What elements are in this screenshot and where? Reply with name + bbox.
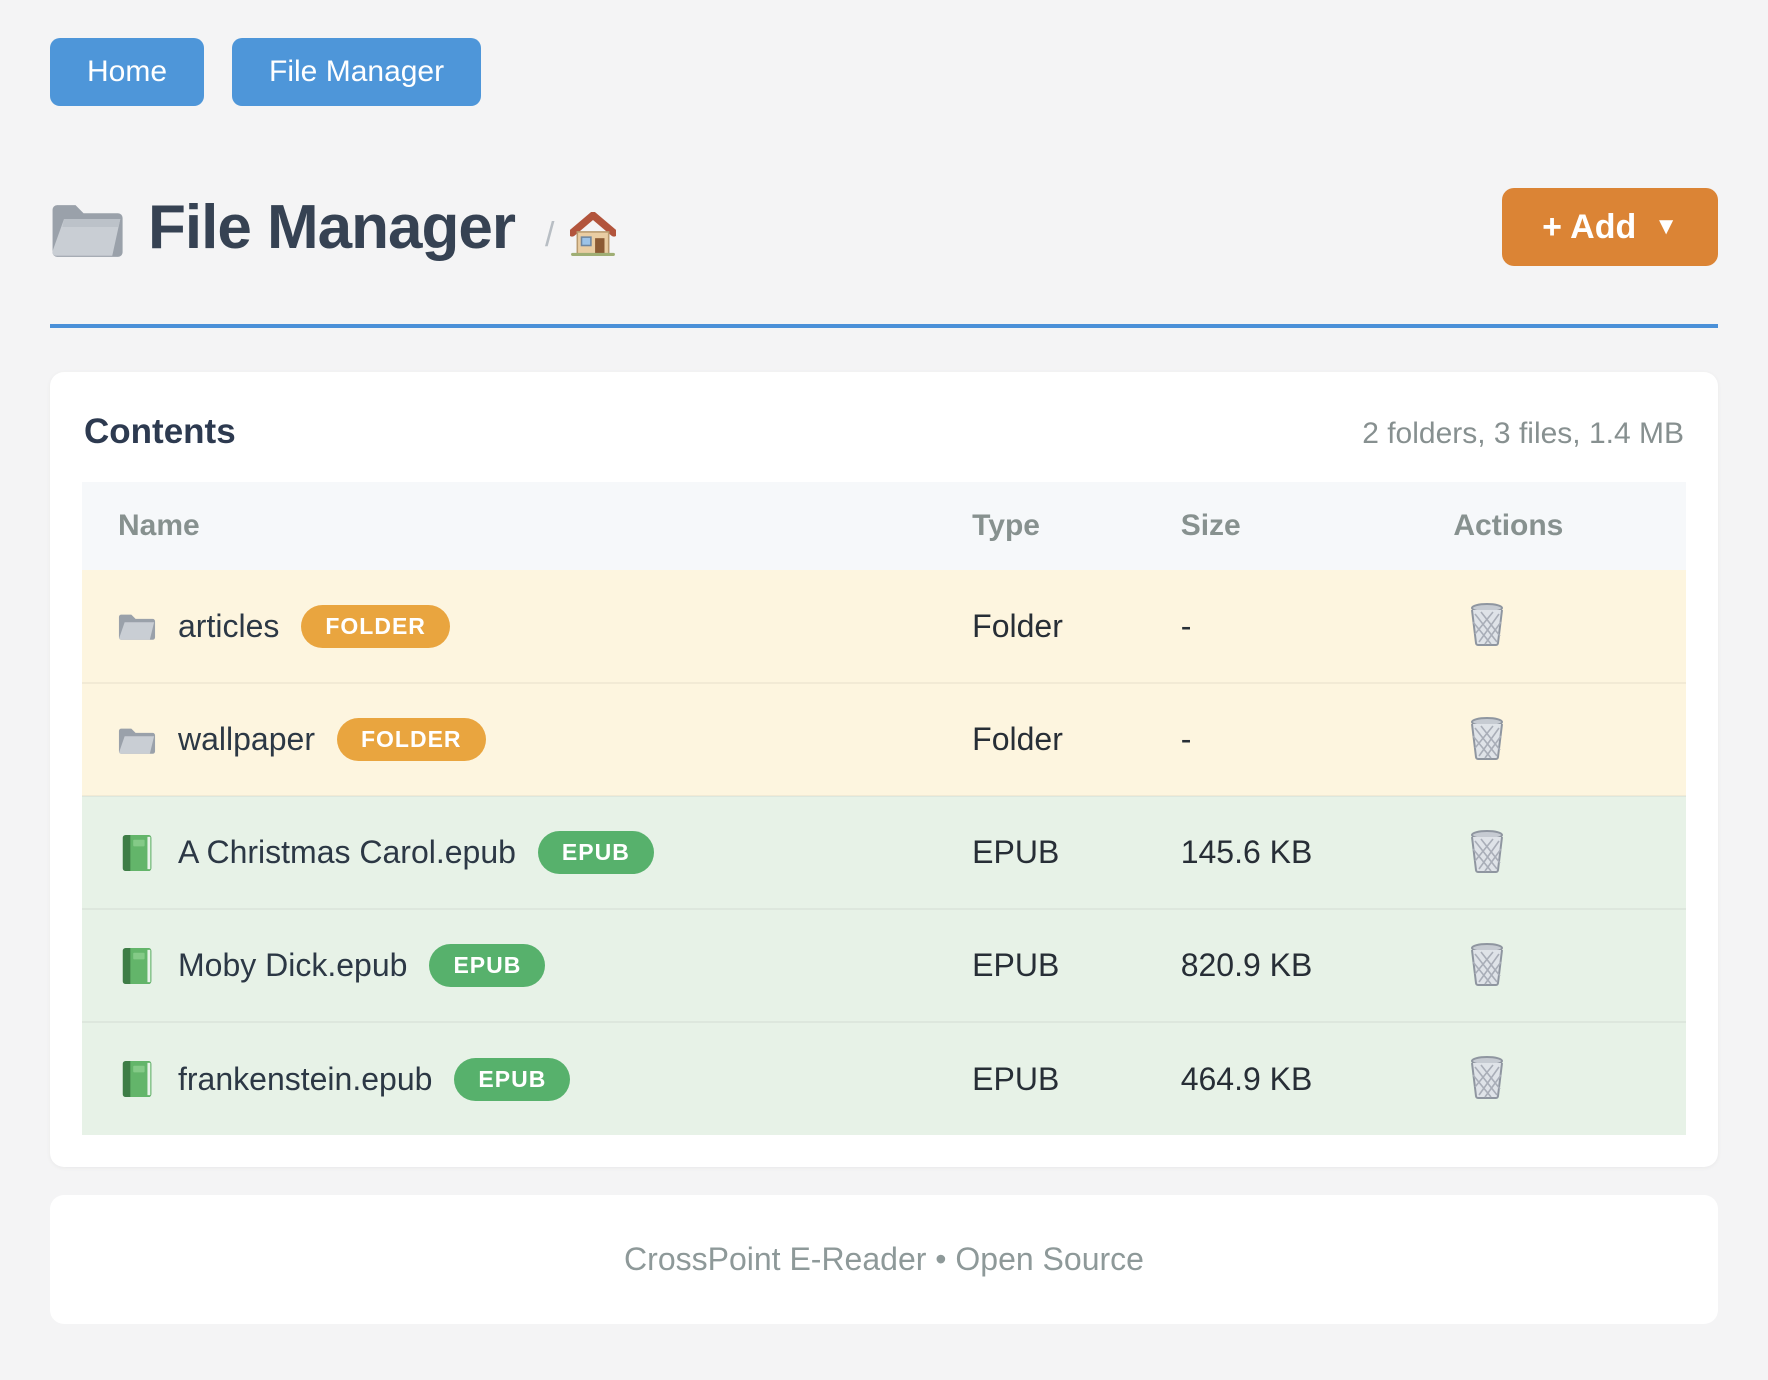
add-button[interactable]: + Add ▼ — [1502, 188, 1718, 266]
column-header-size: Size — [1156, 482, 1430, 570]
title-underline — [50, 324, 1718, 328]
item-size: 464.9 KB — [1156, 1021, 1430, 1135]
contents-title: Contents — [84, 412, 236, 451]
type-badge: EPUB — [537, 831, 654, 874]
item-type: EPUB — [948, 795, 1157, 909]
table-row: articles FOLDER Folder - — [82, 570, 1686, 683]
folder-icon — [118, 721, 156, 759]
delete-button[interactable] — [1463, 938, 1511, 990]
item-name[interactable]: articles — [178, 607, 280, 644]
nav-button-home[interactable]: Home — [50, 38, 205, 106]
item-type: Folder — [948, 682, 1157, 796]
top-nav: Home File Manager — [50, 38, 1718, 106]
trash-icon — [1467, 602, 1507, 646]
type-badge: FOLDER — [336, 718, 486, 761]
type-badge: FOLDER — [301, 604, 450, 648]
item-size: 820.9 KB — [1156, 908, 1430, 1022]
delete-button[interactable] — [1463, 598, 1511, 650]
delete-button[interactable] — [1463, 712, 1511, 764]
page-header: File Manager / + Add ▼ — [50, 188, 1718, 266]
item-size: - — [1156, 682, 1430, 796]
book-icon — [118, 1060, 156, 1098]
folder-icon — [50, 196, 148, 258]
title-wrap: File Manager / — [50, 192, 617, 263]
book-icon — [118, 947, 156, 985]
item-type: EPUB — [948, 908, 1157, 1022]
chevron-down-icon: ▼ — [1654, 213, 1678, 240]
trash-icon — [1467, 942, 1507, 986]
type-badge: EPUB — [429, 944, 546, 987]
footer-card: CrossPoint E-Reader • Open Source — [50, 1195, 1718, 1324]
house-icon[interactable] — [554, 198, 617, 256]
contents-card-header: Contents 2 folders, 3 files, 1.4 MB — [82, 404, 1686, 452]
table-header-row: Name Type Size Actions — [82, 482, 1686, 570]
nav-button-file-manager[interactable]: File Manager — [232, 38, 482, 106]
column-header-name: Name — [82, 482, 949, 570]
item-type: Folder — [948, 570, 1157, 683]
table-row: frankenstein.epub EPUB EPUB 464.9 KB — [82, 1021, 1686, 1135]
delete-button[interactable] — [1463, 825, 1511, 877]
contents-summary: 2 folders, 3 files, 1.4 MB — [1362, 417, 1684, 450]
item-name[interactable]: frankenstein.epub — [178, 1060, 433, 1097]
item-size: - — [1156, 570, 1430, 683]
item-size: 145.6 KB — [1156, 795, 1430, 909]
page: Home File Manager File Manager / — [50, 38, 1718, 1324]
item-type: EPUB — [948, 1021, 1157, 1135]
breadcrumb-separator: / — [545, 215, 555, 254]
column-header-type: Type — [948, 482, 1157, 570]
item-name[interactable]: A Christmas Carol.epub — [178, 834, 516, 870]
item-name[interactable]: Moby Dick.epub — [178, 947, 408, 983]
table-row: wallpaper FOLDER Folder - — [82, 682, 1686, 796]
footer-text: CrossPoint E-Reader • Open Source — [624, 1241, 1144, 1277]
add-button-label: + Add — [1542, 208, 1637, 246]
delete-button[interactable] — [1463, 1051, 1511, 1103]
trash-icon — [1467, 716, 1507, 760]
files-table: Name Type Size Actions — [82, 482, 1686, 1135]
item-name[interactable]: wallpaper — [178, 721, 315, 757]
trash-icon — [1467, 1055, 1507, 1099]
folder-icon — [118, 607, 156, 645]
trash-icon — [1467, 829, 1507, 873]
contents-card: Contents 2 folders, 3 files, 1.4 MB Name… — [50, 372, 1718, 1167]
column-header-actions: Actions — [1429, 482, 1686, 570]
page-title: File Manager — [148, 192, 516, 262]
book-icon — [118, 834, 156, 872]
type-badge: EPUB — [454, 1057, 571, 1101]
table-row: Moby Dick.epub EPUB EPUB 820.9 KB — [82, 908, 1686, 1022]
table-row: A Christmas Carol.epub EPUB EPUB 145.6 K… — [82, 795, 1686, 909]
